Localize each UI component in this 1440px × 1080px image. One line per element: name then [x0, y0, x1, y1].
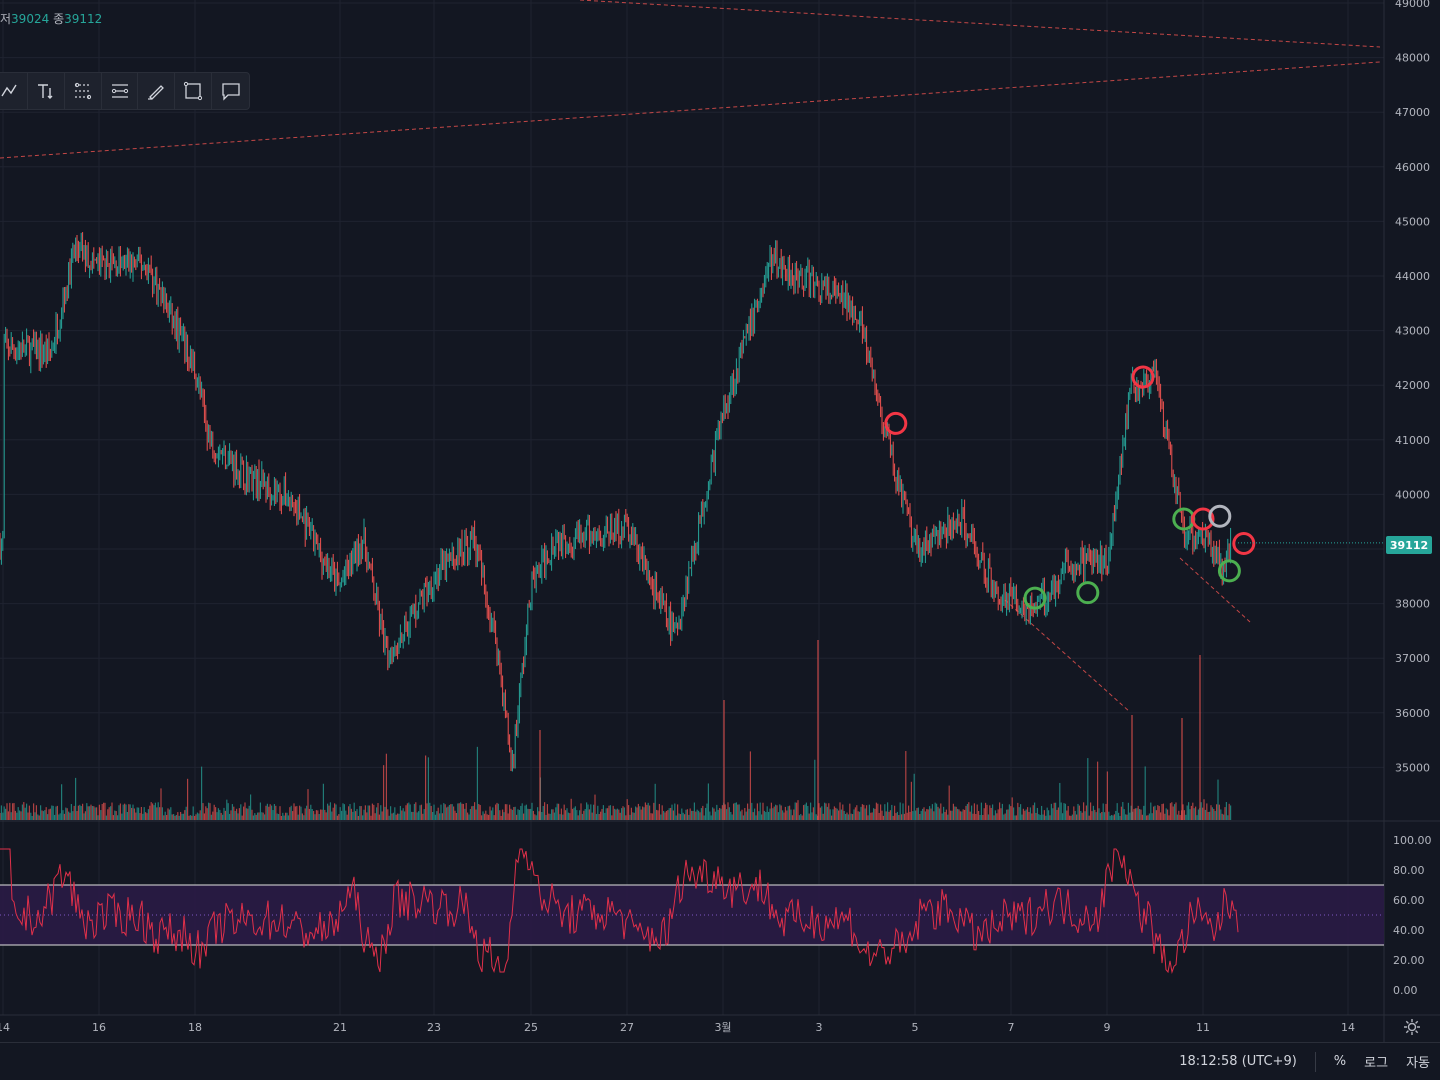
price-tick-label: 35000: [1395, 761, 1430, 774]
drawing-toolbar: [0, 72, 250, 110]
price-tick-label: 44000: [1395, 270, 1430, 283]
price-tick-label: 42000: [1395, 379, 1430, 392]
marker-circle-green: [1023, 586, 1047, 610]
clock: 18:12:58 (UTC+9): [1179, 1054, 1297, 1069]
time-tick-label: 25: [524, 1021, 538, 1034]
price-tick-label: 37000: [1395, 652, 1430, 665]
rsi-tick-label: 100.00: [1393, 834, 1432, 847]
ohlc-legend: 저39024 종39112: [0, 10, 102, 27]
price-tick-label: 45000: [1395, 215, 1430, 228]
time-tick-label: 3월: [714, 1021, 731, 1034]
rsi-tick-label: 40.00: [1393, 924, 1425, 937]
rsi-tick-label: 20.00: [1393, 954, 1425, 967]
brush-tool-button[interactable]: [138, 72, 176, 110]
candles: [0, 232, 1232, 772]
time-tick-label: 14: [1341, 1021, 1355, 1034]
price-tick-label: 47000: [1395, 106, 1430, 119]
time-tick-label: 5: [912, 1021, 919, 1034]
fib-retracement-icon: [111, 84, 128, 98]
marker-circle-red: [1131, 365, 1155, 389]
marker-circle-gray: [1208, 504, 1232, 528]
price-tick-label: 38000: [1395, 598, 1430, 611]
time-tick-label: 18: [188, 1021, 202, 1034]
price-tick-label: 48000: [1395, 52, 1430, 65]
time-tick-label: 11: [1196, 1021, 1210, 1034]
close-label: 종: [53, 12, 65, 26]
trendline: [579, 0, 1381, 48]
comment-icon: [221, 83, 240, 101]
low-value: 39024: [11, 12, 50, 26]
rectangle-tool-button[interactable]: [175, 72, 213, 110]
price-tick-label: 43000: [1395, 325, 1430, 338]
fib-retracement-button[interactable]: [102, 72, 139, 110]
percent-toggle[interactable]: %: [1333, 1054, 1347, 1069]
marker-circle-green: [1217, 559, 1241, 583]
price-tick-label: 40000: [1395, 488, 1430, 501]
marker-circle-green: [1076, 581, 1100, 605]
marker-circle-green: [1172, 507, 1196, 531]
time-tick-label: 3: [816, 1021, 823, 1034]
price-tick-label: 46000: [1395, 161, 1430, 174]
current-price-tag: 39112: [1386, 536, 1432, 554]
auto-toggle[interactable]: 자동: [1406, 1056, 1430, 1071]
trendline: [1179, 557, 1251, 623]
rectangle-icon: [184, 81, 203, 101]
rsi-line: [0, 848, 1239, 974]
brush-icon: [148, 85, 165, 100]
price-tick-label: 41000: [1395, 434, 1430, 447]
pattern-icon: [1, 84, 17, 97]
settings-gear-icon[interactable]: [1402, 1017, 1422, 1037]
marker-circle-red: [1232, 532, 1256, 556]
status-bar: 18:12:58 (UTC+9) % 로그 자동: [0, 1042, 1440, 1080]
fib-channel-button[interactable]: [65, 72, 102, 110]
time-tick-label: 23: [427, 1021, 441, 1034]
time-tick-label: 21: [333, 1021, 347, 1034]
text-tool-icon: [37, 84, 53, 99]
time-tick-label: 16: [92, 1021, 106, 1034]
trendline: [1004, 599, 1131, 713]
time-tick-label: 27: [620, 1021, 634, 1034]
price-tick-label: 36000: [1395, 707, 1430, 720]
rsi-tick-label: 0.00: [1393, 984, 1418, 997]
comment-tool-button[interactable]: [212, 72, 249, 110]
low-label: 저: [0, 12, 12, 26]
marker-circle-red: [884, 411, 908, 435]
text-tool-button[interactable]: [28, 72, 65, 110]
rsi-tick-label: 60.00: [1393, 894, 1425, 907]
time-tick-label: 9: [1104, 1021, 1111, 1034]
marker-circle-red: [1191, 507, 1215, 531]
rsi-tick-label: 80.00: [1393, 864, 1425, 877]
time-tick-label: 7: [1008, 1021, 1015, 1034]
volume-bars: [0, 746, 1232, 820]
pattern-tool-button[interactable]: [0, 72, 28, 110]
fib-channel-icon: [74, 82, 91, 100]
divider: [1314, 1051, 1316, 1072]
close-value: 39112: [64, 12, 103, 26]
time-tick-label: 14: [0, 1021, 10, 1034]
price-tick-label: 49000: [1395, 0, 1430, 10]
log-toggle[interactable]: 로그: [1364, 1056, 1389, 1071]
